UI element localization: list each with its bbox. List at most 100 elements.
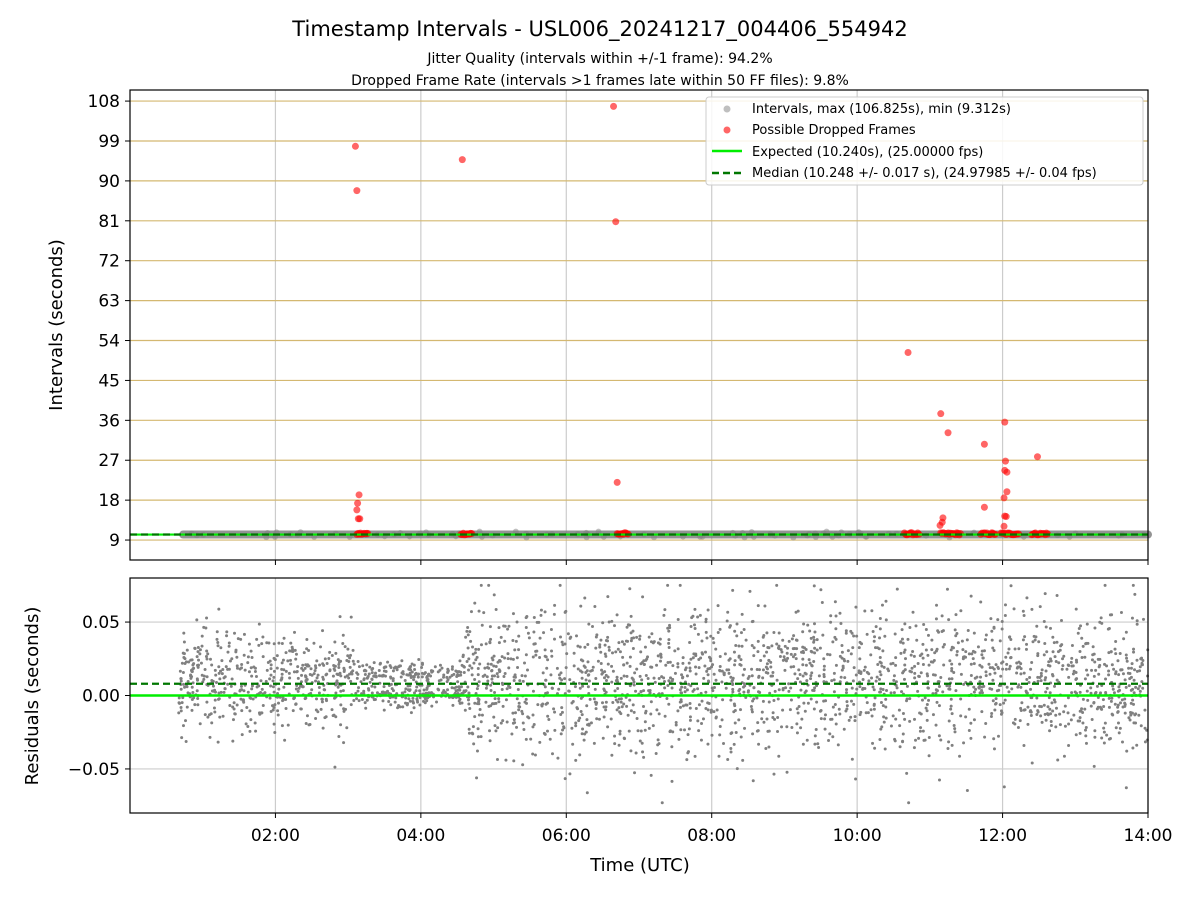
residual-point [214,669,217,672]
residual-point [490,663,493,666]
residual-point [743,628,746,631]
residual-point [491,675,494,678]
residual-point [574,724,577,727]
residual-point [837,743,840,746]
residual-point [1037,680,1040,683]
residual-point [1098,658,1101,661]
residual-point [931,661,934,664]
residual-point [952,671,955,674]
residual-point [282,686,285,689]
residual-point [1113,691,1116,694]
residual-point [255,675,258,678]
residual-point [425,688,428,691]
residual-point [411,697,414,700]
residual-point [748,590,751,593]
residual-point [579,687,582,690]
residual-point [999,639,1002,642]
residual-point [973,718,976,721]
residual-point [457,685,460,688]
residual-point [487,667,490,670]
residual-point [1054,655,1057,658]
residual-point [373,675,376,678]
residual-point [504,759,507,762]
residual-point [235,656,238,659]
residual-point [813,743,816,746]
residual-point [1133,679,1136,682]
residual-point [756,721,759,724]
residual-point [702,717,705,720]
residual-point [223,687,226,690]
residual-point [496,726,499,729]
residual-point [627,623,630,626]
residual-point [1127,672,1130,675]
residual-point [639,650,642,653]
residual-point [1091,718,1094,721]
residual-point [1031,762,1034,765]
residual-point [818,674,821,677]
residual-point [907,801,910,804]
residual-point [813,707,816,710]
residual-point [987,663,990,666]
residual-point [233,712,236,715]
residual-point [408,667,411,670]
residual-point [799,673,802,676]
residual-point [217,691,220,694]
residual-point [731,688,734,691]
residual-point [936,701,939,704]
residual-point [617,648,620,651]
dropped-frame-point [352,143,359,150]
residual-point [239,689,242,692]
residual-point [989,617,992,620]
residual-point [719,628,722,631]
residual-point [704,620,707,623]
residual-point [540,704,543,707]
residual-point [903,718,906,721]
residual-point [426,675,429,678]
residual-point [587,674,590,677]
residual-point [205,649,208,652]
residual-point [885,717,888,720]
residual-point [280,668,283,671]
residual-point [1015,661,1018,664]
residual-point [639,739,642,742]
residual-point [250,650,253,653]
residual-point [1085,742,1088,745]
residual-point [896,588,899,591]
residual-point [1025,648,1028,651]
residual-point [948,685,951,688]
chart-title: Timestamp Intervals - USL006_20241217_00… [291,17,907,42]
intervals-y-tick-label: 45 [98,371,120,391]
residual-point [1060,619,1063,622]
residual-point [741,759,744,762]
residual-point [626,662,629,665]
residual-point [926,709,929,712]
residual-point [972,686,975,689]
residual-point [834,627,837,630]
legend-median-label: Median (10.248 +/- 0.017 s), (24.97985 +… [752,166,1097,181]
residual-point [935,724,938,727]
residual-point [765,631,768,634]
residual-point [942,629,945,632]
residual-point [516,656,519,659]
residual-point [1139,665,1142,668]
residual-point [285,670,288,673]
residual-point [1110,650,1113,653]
residual-point [1075,608,1078,611]
residual-point [595,633,598,636]
residual-point [254,670,257,673]
residual-point [496,758,499,761]
residual-point [693,688,696,691]
residual-point [870,609,873,612]
residual-point [771,716,774,719]
residual-point [1045,625,1048,628]
residual-point [1131,617,1134,620]
residual-point [559,584,562,587]
residual-point [1133,593,1136,596]
residual-point [757,690,760,693]
residual-point [364,707,367,710]
residual-point [348,656,351,659]
residual-point [650,666,653,669]
residual-point [1094,691,1097,694]
residual-point [725,687,728,690]
